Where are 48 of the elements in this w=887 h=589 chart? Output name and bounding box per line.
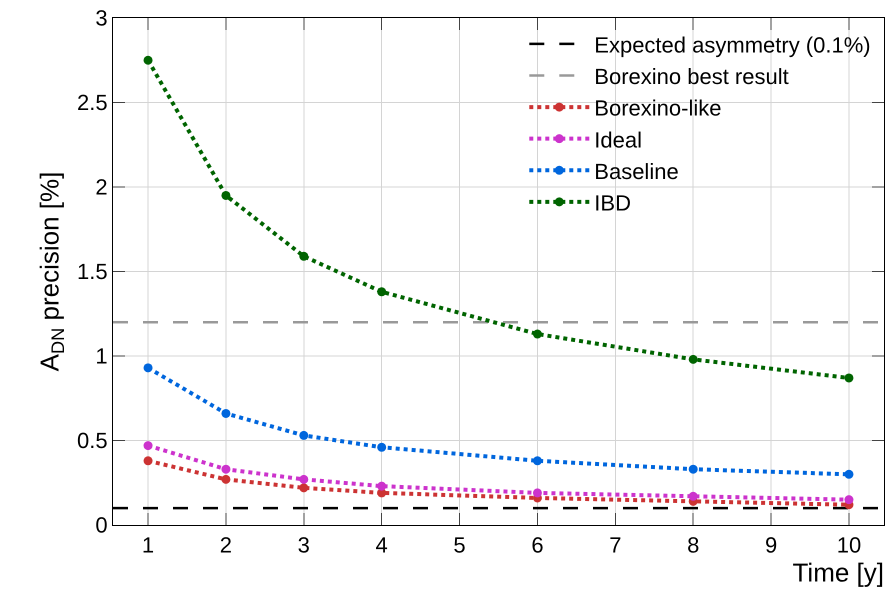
point [688,492,698,501]
legend-label: Baseline [594,158,679,184]
point [844,495,854,504]
x-tick-label: 1 [142,532,154,558]
x-tick-label: 7 [609,532,622,558]
point [688,354,698,364]
x-tick-label: 8 [687,532,700,558]
point [688,464,698,474]
x-tick-label: 10 [836,532,862,558]
y-tick-label: 1.5 [77,259,108,284]
x-axis-title: Time [y] [792,557,884,588]
point [221,474,230,484]
point [144,56,153,65]
point [299,483,308,492]
legend-label: Ideal [594,127,642,152]
legend-label: Expected asymmetry (0.1%) [594,32,871,58]
point [532,330,542,339]
point [144,441,153,450]
point [221,408,230,418]
x-tick-label: 3 [298,532,310,558]
point [377,287,386,296]
legend-label: IBD [594,190,631,216]
x-tick-label: 2 [220,532,232,558]
x-tick-label: 5 [453,532,466,558]
point [299,430,308,440]
x-tick-label: 4 [376,532,388,558]
point [844,373,854,382]
point [144,456,153,466]
y-tick-label: 2 [95,174,108,200]
legend-label: Borexino best result [594,64,789,90]
x-tick-label: 6 [531,532,544,558]
y-tick-label: 0.5 [77,428,108,454]
y-tick-label: 0 [95,512,108,538]
point [532,488,542,498]
point [299,474,308,484]
x-tick-label: 9 [764,532,778,558]
point [377,442,386,452]
legend-label: Borexino-like [594,96,722,121]
point [844,470,854,479]
point [532,456,542,466]
y-tick-label: 2.5 [77,90,108,116]
point [377,482,386,491]
point [221,190,230,200]
point [221,464,230,474]
point [299,252,308,261]
y-tick-label: 3 [95,6,108,31]
point [144,363,153,372]
y-tick-label: 1 [95,344,108,369]
